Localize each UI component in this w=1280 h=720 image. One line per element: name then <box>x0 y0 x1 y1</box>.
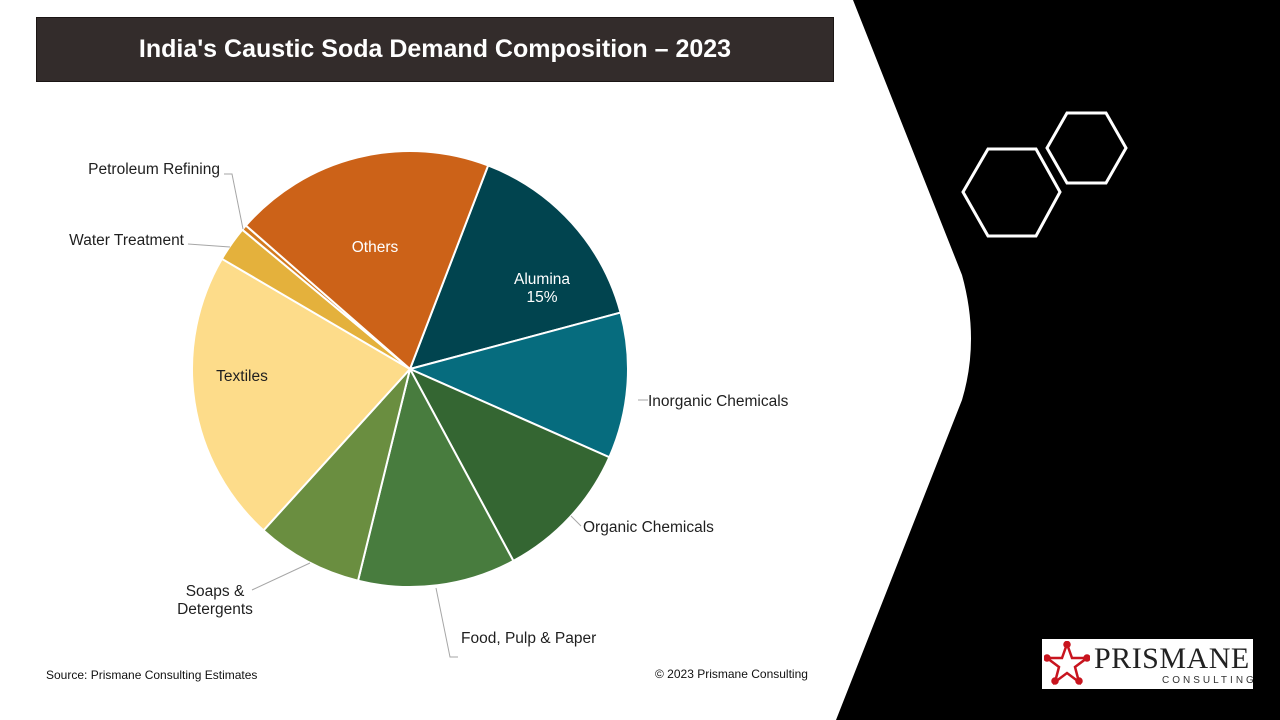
label-food-pulp-paper: Food, Pulp & Paper <box>461 630 596 647</box>
black-chevron-panel <box>836 0 1280 720</box>
chart-title: India's Caustic Soda Demand Composition … <box>138 35 732 63</box>
prismane-star-icon <box>1044 641 1090 686</box>
leader-food-pulp-paper <box>435 587 458 658</box>
value-label-alumina: 15% <box>526 289 557 306</box>
slice-alumina <box>408 164 622 371</box>
label-others: Others <box>352 239 399 256</box>
leader-soaps-detergents <box>251 562 311 591</box>
leader-lines <box>187 173 648 658</box>
hexagon-small-icon <box>1045 111 1128 185</box>
logo-name: PRISMANE <box>1094 642 1250 675</box>
slice-textiles <box>191 257 412 532</box>
leader-petroleum-refining <box>224 173 244 230</box>
label-organic-chemicals: Organic Chemicals <box>583 519 714 536</box>
copyright-note: © 2023 Prismane Consulting <box>655 667 808 681</box>
pie-slices <box>191 150 629 588</box>
slice-labels: Alumina 15% Inorganic Chemicals Organic Che… <box>69 161 789 647</box>
label-water-treatment: Water Treatment <box>69 232 185 249</box>
slice-others <box>244 150 490 371</box>
slice-inorganic-chemicals <box>407 311 629 459</box>
label-inorganic-chemicals: Inorganic Chemicals <box>648 393 789 410</box>
title-bar: India's Caustic Soda Demand Composition … <box>36 17 834 82</box>
label-soaps-detergents: Soaps & Detergents <box>177 583 253 618</box>
prismane-logo: PRISMANE CONSULTING <box>1042 639 1254 689</box>
logo-subtitle: CONSULTING <box>1162 675 1257 686</box>
label-alumina: Alumina 15% <box>514 271 570 306</box>
slice-organic-chemicals <box>407 366 611 563</box>
label-petroleum-refining: Petroleum Refining <box>88 161 220 178</box>
hexagon-large-icon <box>961 147 1062 238</box>
leader-water-treatment <box>187 243 231 248</box>
slice-soaps-detergents <box>262 368 411 582</box>
source-note: Source: Prismane Consulting Estimates <box>46 668 258 682</box>
leader-organic-chemicals <box>570 515 582 527</box>
label-textiles: Textiles <box>216 368 268 385</box>
